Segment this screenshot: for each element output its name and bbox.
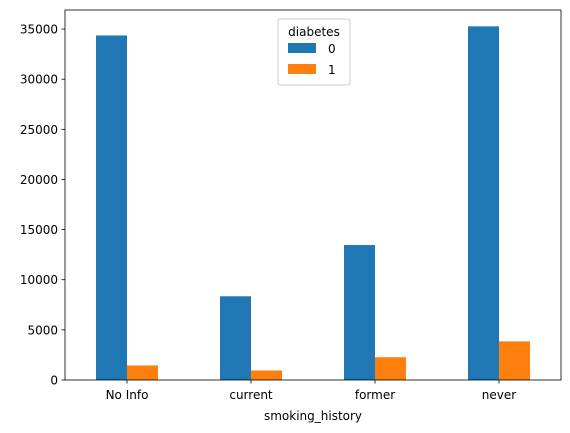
y-tick-label: 35000 — [20, 23, 58, 37]
y-tick-label: 30000 — [20, 73, 58, 87]
x-axis-label: smoking_history — [264, 409, 362, 423]
bar-former-diabetes-1 — [375, 357, 406, 380]
bar-never-diabetes-1 — [499, 341, 530, 380]
bars-layer — [96, 26, 530, 380]
legend: diabetes 01 — [277, 18, 351, 86]
y-tick-label: 5000 — [27, 323, 58, 337]
legend-label-1: 1 — [328, 63, 336, 77]
legend-entries: 01 — [288, 42, 336, 77]
y-tick-label: 0 — [50, 374, 58, 388]
y-tick-label: 20000 — [20, 173, 58, 187]
legend-label-0: 0 — [328, 42, 336, 56]
bar-current-diabetes-0 — [220, 296, 251, 380]
y-tick-label: 10000 — [20, 273, 58, 287]
x-tick-label: former — [355, 388, 395, 402]
bar-never-diabetes-0 — [468, 26, 499, 380]
x-tick-label: never — [482, 388, 516, 402]
plot-frame — [64, 9, 562, 381]
bar-no-info-diabetes-0 — [96, 35, 127, 380]
y-tick-label: 25000 — [20, 123, 58, 137]
x-axis-ticks: No Info current former never — [106, 380, 516, 402]
legend-title: diabetes — [288, 25, 340, 39]
y-axis-ticks: 0 5000 10000 15000 20000 25000 30000 35000 — [20, 23, 65, 388]
y-tick-label: 15000 — [20, 223, 58, 237]
bar-current-diabetes-1 — [251, 370, 282, 380]
bar-former-diabetes-0 — [344, 245, 375, 380]
legend-swatch-1 — [288, 64, 316, 74]
x-tick-label: current — [229, 388, 273, 402]
legend-swatch-0 — [288, 43, 316, 53]
bar-no-info-diabetes-1 — [127, 365, 158, 380]
x-tick-label: No Info — [106, 388, 149, 402]
